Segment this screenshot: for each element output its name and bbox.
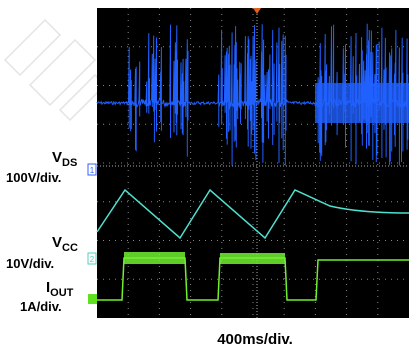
iout-label: IOUT [46,279,74,299]
iout-scale: 1A/div. [20,299,62,314]
ch1-marker-label: 1 [90,166,95,175]
timebase: 400ms/div. [217,331,293,348]
vcc-label: VCC [52,234,78,254]
iout-noise [220,253,285,264]
ch2-marker [87,252,97,265]
vds-scale: 100V/div. [6,170,61,185]
vcc-trace [96,188,409,240]
iout-noise [124,252,185,264]
vds-label: VDS [52,149,77,169]
ch3-marker [88,294,97,304]
vds-band [315,83,409,123]
ch1-marker [87,163,97,176]
watermark [3,18,107,122]
iout-trace [97,257,409,301]
trigger-marker [253,8,261,14]
vcc-scale: 10V/div. [6,256,54,271]
traces [96,23,409,301]
ch2-marker-label: 2 [90,255,95,264]
